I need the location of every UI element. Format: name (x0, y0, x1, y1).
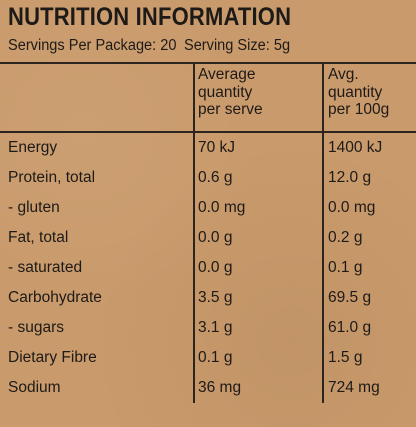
nutrient-name: Carbohydrate (8, 289, 102, 306)
per-serve-value: 0.0 mg (198, 199, 246, 216)
per-serve-value: 3.5 g (198, 289, 233, 306)
table-row: Protein, total 0.6 g 12.0 g (0, 163, 416, 193)
nutrient-name: - gluten (8, 199, 60, 216)
per-100g-value: 0.0 mg (328, 199, 376, 216)
servings-line: Servings Per Package: 20 Serving Size: 5g (8, 36, 290, 56)
per-serve-value: 0.0 g (198, 259, 233, 276)
column-header-per-100g: Avg. quantity per 100g (328, 66, 390, 118)
table-row: Fat, total 0.0 g 0.2 g (0, 223, 416, 253)
nutrient-name: Protein, total (8, 169, 96, 186)
per-serve-value: 0.0 g (198, 229, 233, 246)
column-divider-2 (322, 62, 324, 403)
table-row: - sugars 3.1 g 61.0 g (0, 313, 416, 343)
panel-title: NUTRITION INFORMATION (8, 3, 292, 31)
table-row: Sodium 36 mg 724 mg (0, 373, 416, 403)
per-100g-value: 12.0 g (328, 169, 372, 186)
per-serve-value: 0.6 g (198, 169, 233, 186)
nutrient-name: Sodium (8, 379, 61, 396)
per-100g-value: 0.1 g (328, 259, 363, 276)
nutrient-name: Energy (8, 139, 58, 156)
per-100g-value: 61.0 g (328, 319, 372, 336)
per-100g-value: 1400 kJ (328, 139, 383, 156)
per-100g-value: 69.5 g (328, 289, 372, 306)
table-row: - gluten 0.0 mg 0.0 mg (0, 193, 416, 223)
per-serve-value: 0.1 g (198, 349, 233, 366)
per-100g-value: 1.5 g (328, 349, 363, 366)
table-row: Energy 70 kJ 1400 kJ (0, 133, 416, 163)
nutrient-name: - saturated (8, 259, 83, 276)
column-divider-1 (193, 62, 195, 403)
per-serve-value: 3.1 g (198, 319, 233, 336)
per-100g-value: 0.2 g (328, 229, 363, 246)
header-rule (0, 131, 416, 133)
servings-per-package: Servings Per Package: 20 (8, 37, 177, 54)
nutrient-name: Dietary Fibre (8, 349, 97, 366)
per-100g-value: 724 mg (328, 379, 380, 396)
nutrient-name: - sugars (8, 319, 64, 336)
table-row: - saturated 0.0 g 0.1 g (0, 253, 416, 283)
top-rule (0, 62, 416, 64)
table-row: Dietary Fibre 0.1 g 1.5 g (0, 343, 416, 373)
table-row: Carbohydrate 3.5 g 69.5 g (0, 283, 416, 313)
per-serve-value: 70 kJ (198, 139, 236, 156)
per-serve-value: 36 mg (198, 379, 242, 396)
column-header-per-serve: Average quantity per serve (198, 66, 263, 118)
nutrient-name: Fat, total (8, 229, 69, 246)
serving-size: Serving Size: 5g (183, 37, 291, 54)
